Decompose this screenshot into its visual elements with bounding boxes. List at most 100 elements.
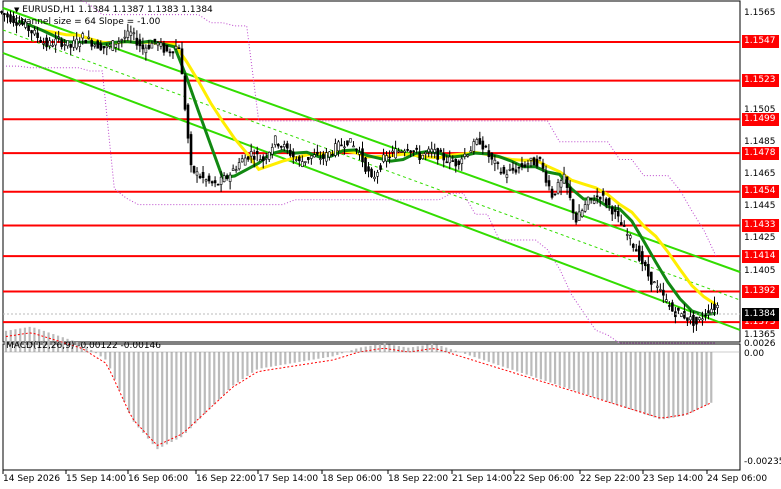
candle-body [613, 209, 617, 212]
candle-body [496, 162, 500, 164]
candle-body [261, 156, 265, 162]
candle-body [168, 51, 172, 54]
candle-body [201, 172, 205, 178]
candle-body [60, 39, 63, 47]
candle-body [361, 148, 364, 163]
candle-body [367, 166, 370, 172]
candle-body [607, 198, 611, 206]
candle-body [27, 25, 30, 32]
candle-body [349, 138, 352, 143]
time-tick: 18 Sep 06:00 [322, 474, 383, 484]
candle-body [343, 146, 346, 149]
current-price-tag: 1.1384 [742, 308, 779, 321]
candle-body [39, 39, 42, 43]
candle-body [186, 104, 190, 139]
candle-body [75, 38, 78, 49]
candle-body [316, 151, 319, 155]
candle-body [565, 176, 569, 188]
candle-body [0, 11, 3, 13]
candle-body [18, 22, 21, 26]
candle-body [550, 188, 554, 198]
candle-body [258, 159, 262, 162]
candle-body [180, 48, 184, 75]
candle-body [653, 281, 656, 284]
time-tick: 14 Sep 2026 [3, 474, 61, 484]
candle-body [583, 204, 587, 212]
candle-body [710, 308, 713, 314]
candle-body [153, 38, 157, 43]
candle-body [448, 156, 452, 164]
candle-body [57, 36, 60, 39]
candle-body [427, 148, 430, 153]
candle-body [334, 143, 337, 156]
candle-body [63, 44, 66, 46]
candle-body [707, 310, 710, 314]
candle-body [270, 147, 274, 155]
candle-body [322, 153, 325, 160]
candle-body [668, 305, 671, 307]
time-tick: 24 Sep 06:00 [707, 474, 768, 484]
candle-body [436, 148, 440, 160]
candle-body [671, 302, 674, 312]
candle-body [337, 141, 340, 152]
candle-body [135, 37, 139, 46]
candle-body [692, 314, 695, 326]
candle-body [174, 45, 178, 50]
candle-body [640, 251, 644, 265]
candle-body [45, 37, 48, 48]
candle-body [695, 316, 698, 325]
time-tick: 15 Sep 14:00 [66, 474, 127, 484]
candle-body [216, 183, 220, 186]
candle-body [520, 163, 524, 168]
price-tick: 1.1445 [744, 201, 776, 212]
macd-label: MACD(12,26,9) -0.00122 -0.00146 [6, 341, 162, 351]
candle-body [403, 150, 406, 153]
candle-body [680, 313, 683, 317]
candle-body [616, 210, 620, 217]
candle-body [571, 199, 575, 214]
candle-body [439, 149, 443, 152]
candle-body [307, 157, 310, 160]
candle-body [24, 21, 27, 28]
candle-body [394, 148, 397, 159]
candle-body [604, 198, 608, 206]
candle-body [346, 140, 349, 146]
candle-body [535, 158, 539, 167]
candle-body [547, 180, 551, 187]
candle-body [677, 307, 680, 311]
candle-body [490, 152, 494, 160]
level-tag: 1.1454 [742, 185, 779, 199]
candle-body [451, 160, 455, 162]
candle-body [424, 152, 427, 155]
candle-body [601, 191, 605, 196]
candle-body [213, 180, 217, 184]
candle-body [460, 158, 464, 164]
candle-body [355, 148, 358, 151]
candle-body [610, 206, 614, 215]
candle-body [370, 168, 373, 177]
candle-body [147, 44, 151, 49]
candle-body [144, 47, 148, 54]
candle-body [644, 261, 647, 266]
candle-body [9, 14, 12, 23]
candle-body [544, 171, 548, 183]
candle-body [493, 159, 497, 164]
candle-body [90, 40, 94, 47]
macd-axis-top: 0.0026 [744, 339, 776, 349]
candle-body [282, 144, 286, 148]
candle-body [656, 285, 659, 288]
candle-body [207, 175, 211, 182]
candle-body [689, 316, 692, 321]
candle-body [99, 43, 103, 51]
candle-body [586, 196, 590, 206]
candle-body [69, 44, 72, 48]
candle-body [505, 174, 509, 178]
band-lower [6, 65, 716, 344]
level-tag: 1.1547 [742, 35, 779, 49]
candle-body [12, 15, 15, 24]
candle-body [637, 245, 641, 261]
candle-body [647, 263, 650, 277]
candle-body [415, 147, 418, 150]
candle-body [54, 38, 57, 46]
